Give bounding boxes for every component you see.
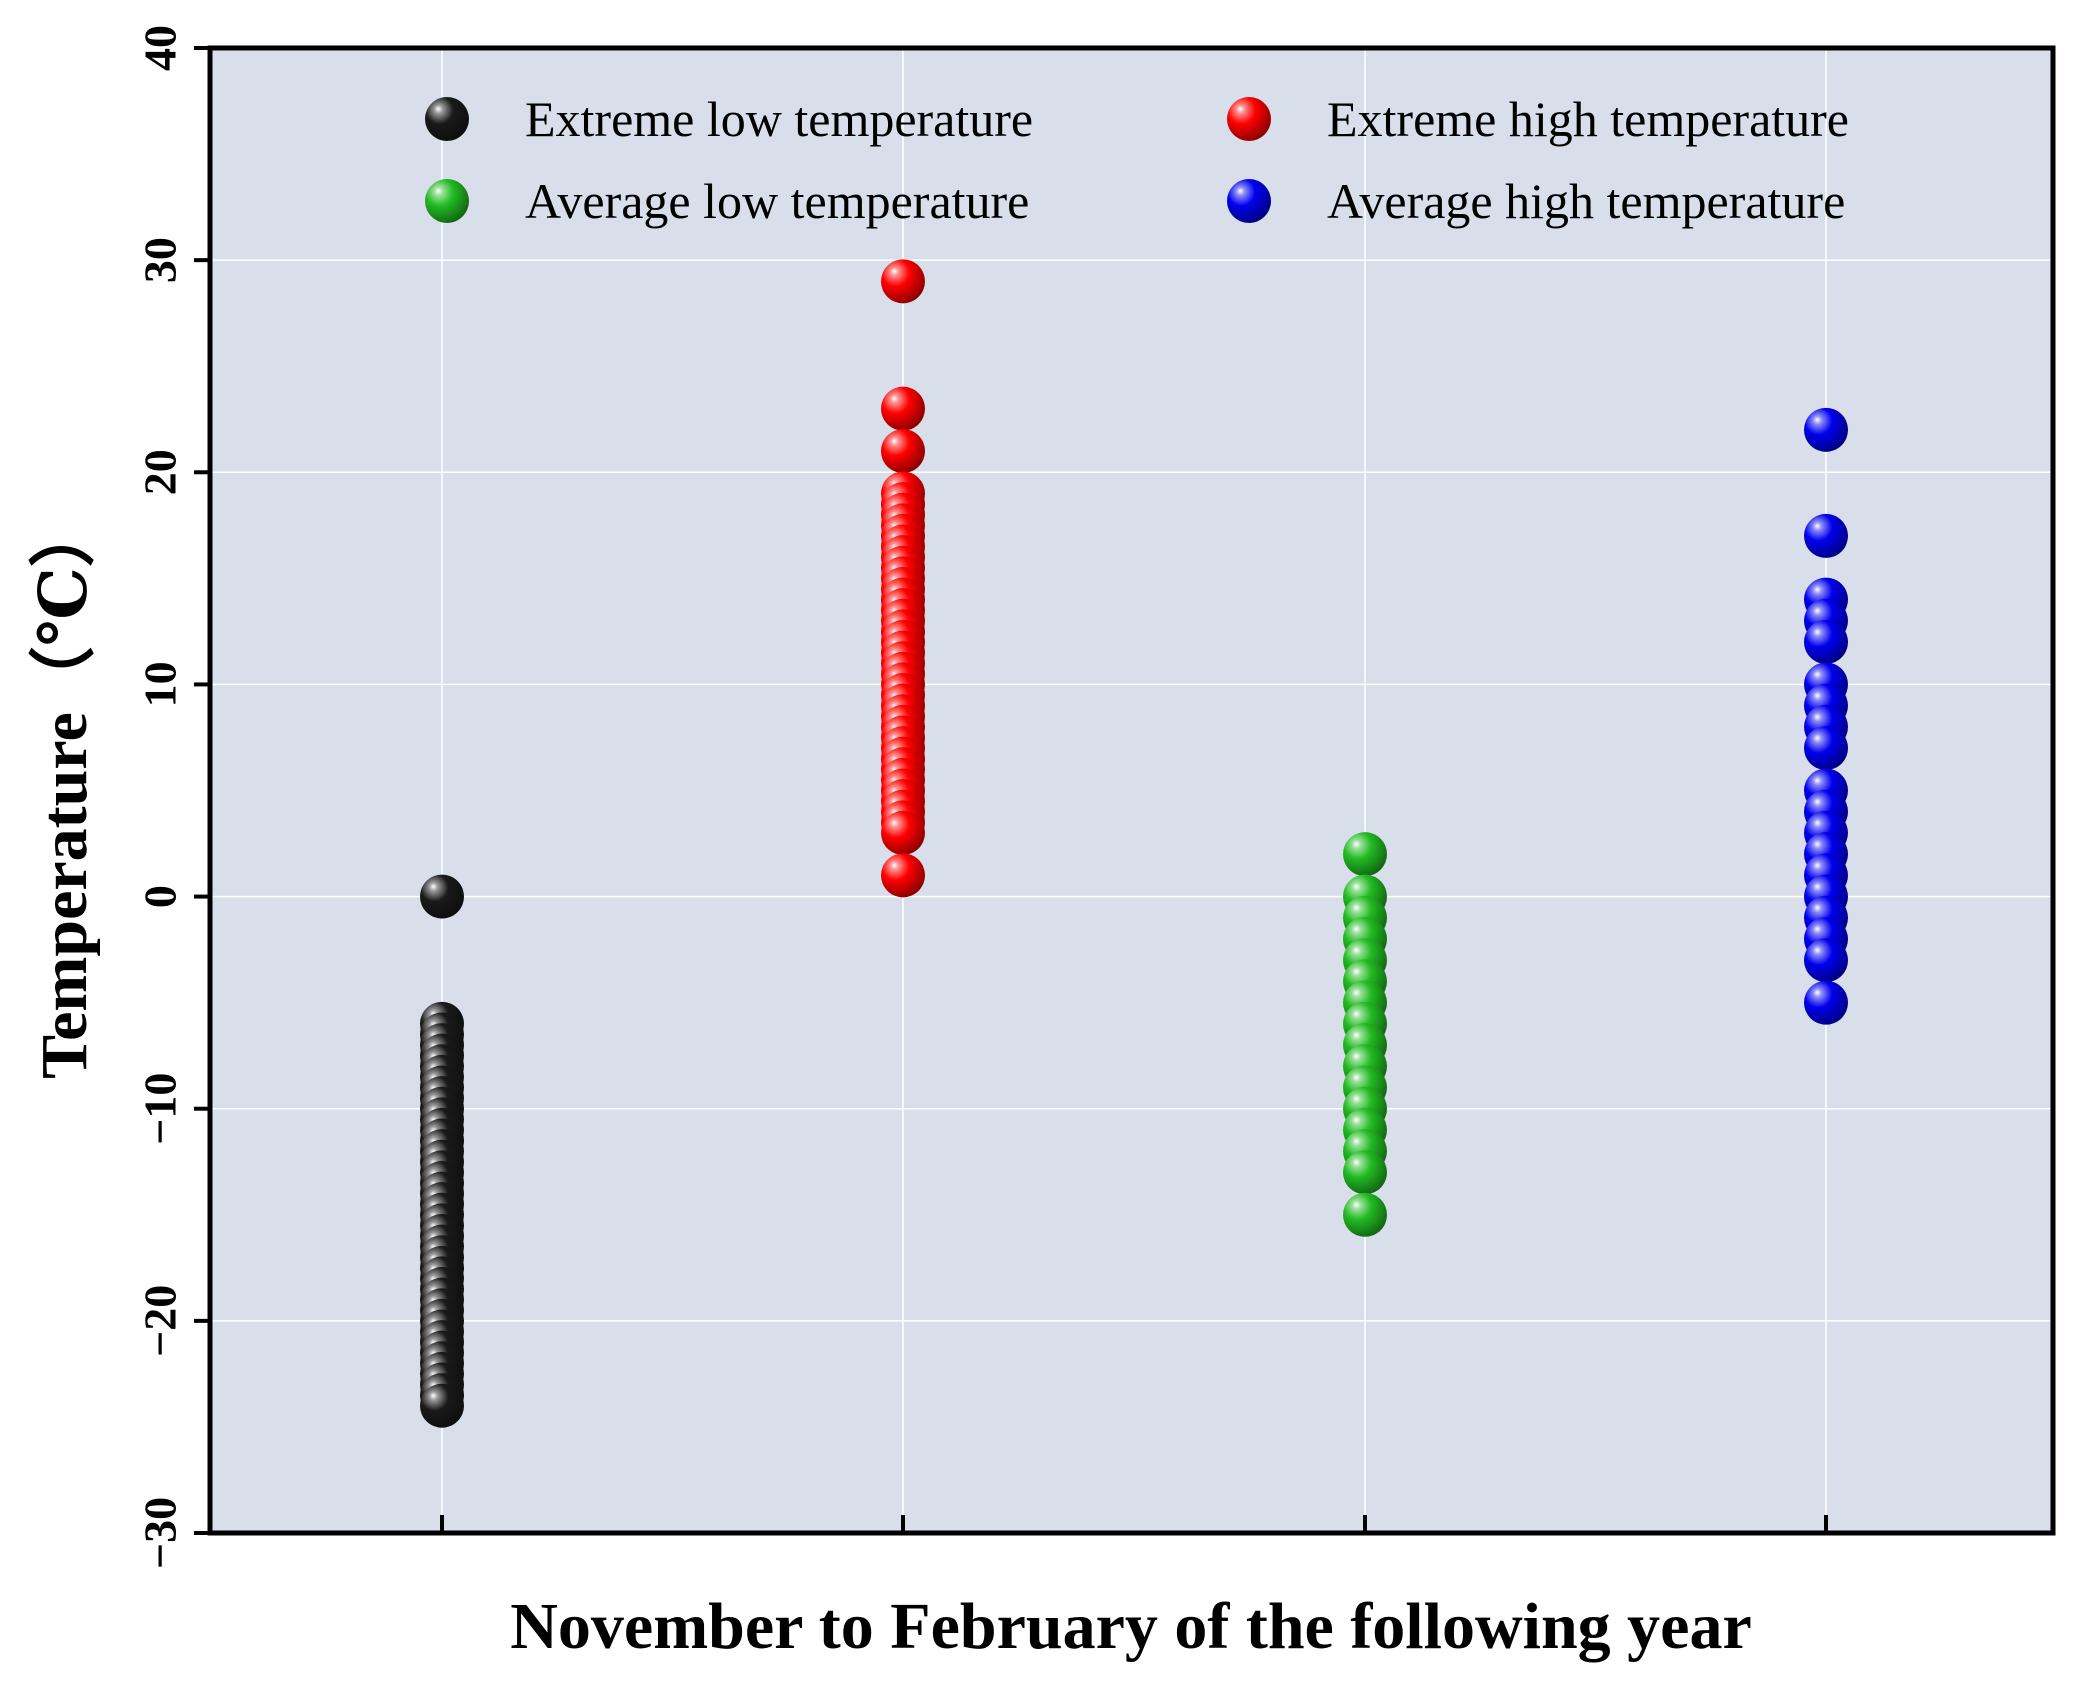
- y-tick-label: −10: [135, 1073, 186, 1145]
- data-point: [1343, 1192, 1387, 1237]
- y-axis-title: Temperature（℃）: [27, 501, 101, 1079]
- legend-label: Average low temperature: [525, 173, 1029, 229]
- legend-item: Average low temperature: [425, 173, 1029, 229]
- series-extreme-low-temperature: [420, 874, 464, 1428]
- data-point: [420, 1383, 464, 1428]
- data-point: [1804, 407, 1848, 452]
- y-tick-label: 10: [135, 661, 186, 707]
- data-point: [1804, 513, 1848, 558]
- y-tick-label: −30: [135, 1497, 186, 1569]
- legend-item: Extreme low temperature: [425, 91, 1033, 147]
- data-point: [1804, 980, 1848, 1025]
- data-point: [881, 810, 925, 855]
- data-point: [881, 386, 925, 431]
- ticks-layer: −30 −20 −10 0 10 20 30 40: [135, 25, 1828, 1569]
- data-point: [1343, 832, 1387, 877]
- y-tick-label: −20: [135, 1285, 186, 1357]
- points-layer: [420, 259, 1848, 1428]
- data-point: [1804, 620, 1848, 664]
- legend-label: Average high temperature: [1327, 173, 1845, 229]
- y-tick-label: 30: [135, 237, 186, 283]
- series-average-high-temperature: [1804, 407, 1848, 1025]
- y-tick-label: 20: [135, 449, 186, 495]
- y-tick-label: 0: [135, 885, 186, 908]
- legend-marker: [1227, 179, 1271, 223]
- data-point: [1804, 938, 1848, 983]
- data-point: [1804, 726, 1848, 771]
- data-point: [881, 259, 925, 304]
- x-axis-title: November to February of the following ye…: [510, 1590, 1752, 1663]
- series-average-low-temperature: [1343, 832, 1387, 1237]
- plot-area: [210, 48, 2053, 1533]
- data-point: [881, 429, 925, 474]
- legend-item: Extreme high temperature: [1227, 91, 1849, 147]
- data-point: [420, 874, 464, 919]
- data-point: [1343, 1150, 1387, 1195]
- legend-marker: [1227, 97, 1271, 141]
- plot-frame: [207, 45, 2056, 1536]
- y-tick-label: 40: [135, 25, 186, 71]
- legend-label: Extreme high temperature: [1327, 91, 1849, 147]
- legend-label: Extreme low temperature: [525, 91, 1033, 147]
- series-extreme-high-temperature: [881, 259, 925, 898]
- legend-marker: [425, 179, 469, 223]
- legend: Extreme low temperature Extreme high temp…: [425, 91, 1849, 229]
- data-point: [881, 853, 925, 898]
- legend-item: Average high temperature: [1227, 173, 1845, 229]
- legend-marker: [425, 97, 469, 141]
- grid-layer: [210, 48, 2053, 1533]
